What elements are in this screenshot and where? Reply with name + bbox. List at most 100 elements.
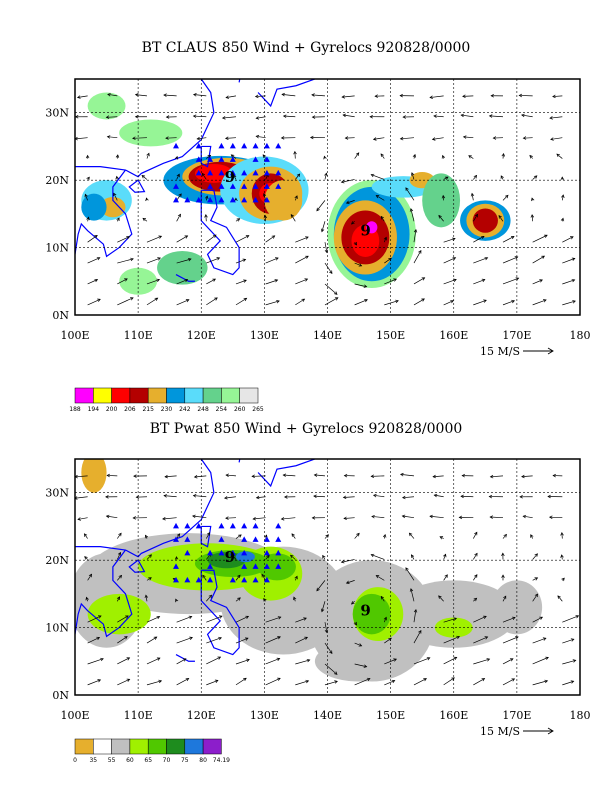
wind-vector — [532, 577, 538, 581]
wind-vector-head — [206, 531, 210, 536]
wind-vector — [354, 299, 368, 306]
wind-vector — [443, 554, 446, 560]
colorbar-swatch — [221, 387, 240, 404]
wind-vector-head — [534, 577, 539, 581]
wind-vector-head — [438, 214, 442, 219]
wind-vector-head — [75, 496, 78, 500]
wind-vector-head — [552, 94, 556, 99]
wind-vector-head — [380, 595, 385, 600]
wind-vector-head — [305, 236, 309, 240]
wind-vector — [163, 94, 177, 97]
wind-vector-head — [106, 135, 111, 139]
gyre-marker — [252, 536, 259, 542]
wind-vector-head — [456, 635, 461, 640]
coastline — [128, 179, 146, 193]
wind-vector-head — [545, 656, 549, 660]
wind-vector-head — [214, 297, 218, 301]
x-tick-label: 120E — [187, 329, 216, 342]
wind-vector — [324, 242, 328, 253]
gyre-marker — [173, 576, 179, 583]
wind-vector-head — [313, 473, 318, 477]
wind-vector-head — [462, 94, 466, 99]
wind-vector — [521, 475, 533, 478]
colorbar-swatch — [129, 387, 149, 404]
wind-vector — [206, 594, 212, 602]
colorbar-label: 248 — [197, 406, 209, 413]
wind-vector — [295, 298, 305, 306]
wind-vector — [561, 554, 563, 560]
wind-vector-head — [255, 134, 260, 139]
wind-vector-head — [156, 615, 161, 620]
wind-vector-head — [444, 176, 449, 180]
wind-vector — [311, 94, 326, 97]
wind-vector-head — [408, 532, 413, 537]
gyre-marker — [275, 522, 282, 529]
coastline — [200, 525, 212, 548]
x-tick-label: 180 — [570, 709, 591, 722]
wind-vector — [206, 615, 223, 623]
wind-vector-head — [405, 567, 409, 571]
coastline — [75, 459, 215, 558]
wind-vector-head — [518, 93, 523, 98]
colorbar-label: 74.19 — [213, 757, 230, 764]
wind-vector — [490, 516, 504, 519]
wind-vector-head — [237, 597, 241, 601]
wind-vector — [532, 593, 538, 602]
wind-vector — [264, 215, 266, 222]
wind-vector-head — [294, 195, 298, 199]
wind-vector — [290, 554, 296, 560]
wind-vector — [146, 636, 157, 644]
wind-vector — [502, 595, 507, 602]
wind-vector — [255, 95, 266, 97]
vector-key-label: 15 M/S — [480, 725, 520, 738]
wind-vector — [463, 136, 474, 139]
wind-vector — [562, 680, 574, 686]
colorbar-label: 70 — [163, 757, 171, 764]
wind-vector-head — [351, 601, 355, 605]
wind-vector-head — [124, 278, 128, 282]
wind-vector-head — [514, 256, 519, 260]
wind-vector-head — [157, 257, 161, 261]
wind-vector-head — [105, 514, 110, 519]
wind-vector-head — [97, 615, 102, 619]
wind-vector-head — [561, 577, 565, 582]
wind-vector-head — [134, 115, 139, 119]
wind-vector — [473, 532, 478, 539]
wind-vector-head — [489, 474, 494, 479]
colorbar-label: 55 — [108, 757, 116, 764]
wind-vector-head — [340, 180, 345, 184]
wind-vector-head — [433, 114, 437, 118]
wind-vector-head — [515, 636, 519, 640]
wind-vector — [371, 554, 385, 560]
wind-vector — [235, 574, 241, 581]
panel2-title: BT Pwat 850 Wind + Gyrelocs 920828/0000 — [149, 421, 463, 437]
wind-vector-head — [421, 277, 426, 281]
gyre-marker — [241, 196, 248, 203]
wind-vector-head — [542, 637, 547, 641]
wind-vector-head — [484, 256, 489, 261]
wind-vector-head — [358, 643, 363, 647]
panel1-field: 99 — [75, 79, 580, 315]
gyre-marker — [252, 156, 259, 162]
colorbar-label: 230 — [161, 406, 173, 413]
wind-vector-head — [97, 298, 101, 302]
wind-vector-head — [462, 135, 467, 139]
wind-vector — [146, 554, 152, 560]
gyre-marker — [229, 522, 236, 529]
wind-vector-head — [144, 594, 149, 599]
y-tick-label: 0N — [52, 689, 69, 702]
wind-vector — [265, 658, 280, 665]
wind-vector-head — [175, 598, 179, 603]
wind-vector-head — [153, 636, 158, 640]
gyre-marker — [207, 183, 214, 189]
wind-vector-head — [303, 617, 307, 621]
wind-vector-head — [409, 588, 414, 592]
wind-vector — [532, 553, 538, 560]
wind-vector-head — [530, 534, 534, 538]
coastline — [75, 169, 133, 258]
wind-vector-head — [426, 657, 431, 661]
wind-vector — [87, 235, 98, 243]
wind-vector-head — [473, 597, 478, 602]
wind-vector-head — [117, 551, 122, 556]
wind-vector — [87, 279, 98, 285]
